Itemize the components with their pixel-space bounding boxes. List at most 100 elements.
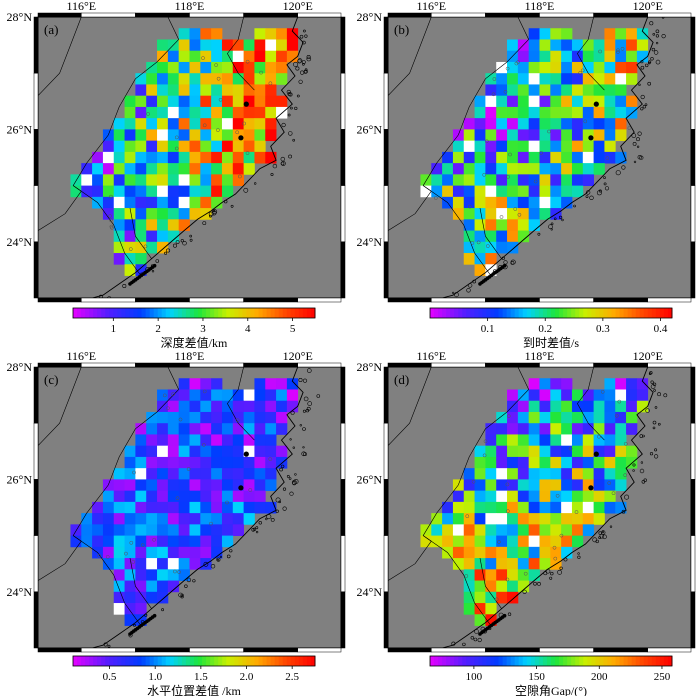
grid-cell (561, 434, 573, 447)
grid-cell (113, 185, 125, 198)
frame-segment (431, 362, 486, 368)
grid-cell (113, 490, 125, 503)
grid-cell (254, 490, 266, 503)
grid-cell (474, 118, 486, 130)
colorbar-tick-label: 150 (528, 671, 545, 683)
island (654, 406, 658, 409)
frame-segment (189, 12, 244, 18)
grid-cell (221, 524, 234, 536)
grid-cell (265, 411, 277, 424)
grid-cell (517, 490, 530, 503)
grid-cell (157, 524, 169, 536)
grid-cell (528, 524, 540, 536)
frame-segment (647, 647, 692, 653)
grid-cell (189, 411, 201, 424)
grid-cell (135, 84, 147, 97)
event-marker (623, 441, 628, 446)
island (292, 446, 295, 449)
grid-cell (571, 445, 584, 458)
grid-cell (507, 140, 519, 153)
grid-cell (189, 558, 201, 570)
lon-tick-label: 120°E (633, 349, 663, 363)
grid-cell (265, 389, 277, 402)
grid-cell (189, 490, 201, 503)
colorbar-segment (575, 656, 580, 666)
grid-cell (528, 61, 540, 74)
frame-segment (383, 241, 389, 299)
event-marker (162, 393, 167, 398)
grid-cell (485, 241, 497, 254)
colorbar-segment (254, 308, 260, 318)
grid-cell (102, 490, 115, 503)
colorbar-segment (643, 308, 649, 318)
grid-cell (496, 174, 508, 186)
grid-cell (135, 196, 147, 209)
event-marker (485, 244, 490, 248)
grid-cell (124, 106, 136, 119)
grid-cell (124, 546, 136, 559)
event-marker (225, 500, 229, 505)
frame-segment (383, 16, 389, 74)
island (595, 539, 599, 544)
grid-cell (507, 208, 519, 220)
event-marker (268, 457, 273, 461)
colorbar-segment (105, 656, 110, 666)
island (279, 467, 283, 472)
grid-cell (146, 423, 158, 435)
grid-cell (582, 501, 595, 514)
grid-cell (167, 423, 180, 435)
grid-cell (146, 118, 158, 130)
grid-cell (561, 501, 573, 514)
grid-cell (124, 479, 136, 492)
grid-cell (157, 163, 169, 175)
colorbar-segment (502, 308, 508, 318)
grid-cell (517, 84, 530, 97)
province-border (422, 367, 530, 626)
island (621, 165, 626, 170)
colorbar-segment (185, 308, 191, 318)
province-border (72, 17, 180, 276)
grid-cell (561, 524, 573, 536)
grid-cell (496, 501, 508, 514)
grid-cell (243, 129, 255, 142)
grid-cell (550, 50, 562, 63)
island (636, 145, 640, 149)
grid-cell (157, 535, 169, 548)
grid-cell (517, 468, 530, 480)
colorbar-segment (157, 308, 163, 318)
grid-cell (582, 400, 595, 413)
grid-cell (550, 73, 562, 85)
grid-cell (70, 535, 82, 548)
grid-cell (254, 61, 266, 74)
grid-cell (243, 50, 255, 63)
grid-cell (211, 39, 223, 52)
frame-segment (33, 241, 39, 299)
grid-cell (626, 423, 638, 435)
colorbar-segment (97, 308, 102, 318)
frame-segment (81, 12, 136, 18)
frame-segment (383, 129, 389, 186)
colorbar-segment (282, 656, 288, 666)
grid-cell (146, 524, 158, 536)
grid-cell (474, 490, 486, 503)
island (650, 380, 654, 384)
frame-segment (690, 241, 696, 299)
lat-tick-label: 28°N (357, 10, 383, 24)
grid-cell (146, 241, 158, 254)
grid-cell (135, 479, 147, 492)
frame-segment (593, 297, 648, 303)
grid-cell (221, 151, 234, 164)
grid-cell (507, 219, 519, 231)
grid-cell (615, 39, 627, 52)
grid-cell (485, 490, 497, 503)
grid-cell (485, 163, 497, 175)
island (648, 60, 652, 64)
grid-cell (539, 140, 551, 153)
event-marker (503, 89, 508, 94)
colorbar-segment (278, 656, 284, 666)
grid-cell (211, 118, 223, 130)
island (306, 56, 312, 62)
grid-cell (474, 106, 486, 119)
grid-cell (254, 118, 266, 130)
event-marker (505, 509, 510, 514)
